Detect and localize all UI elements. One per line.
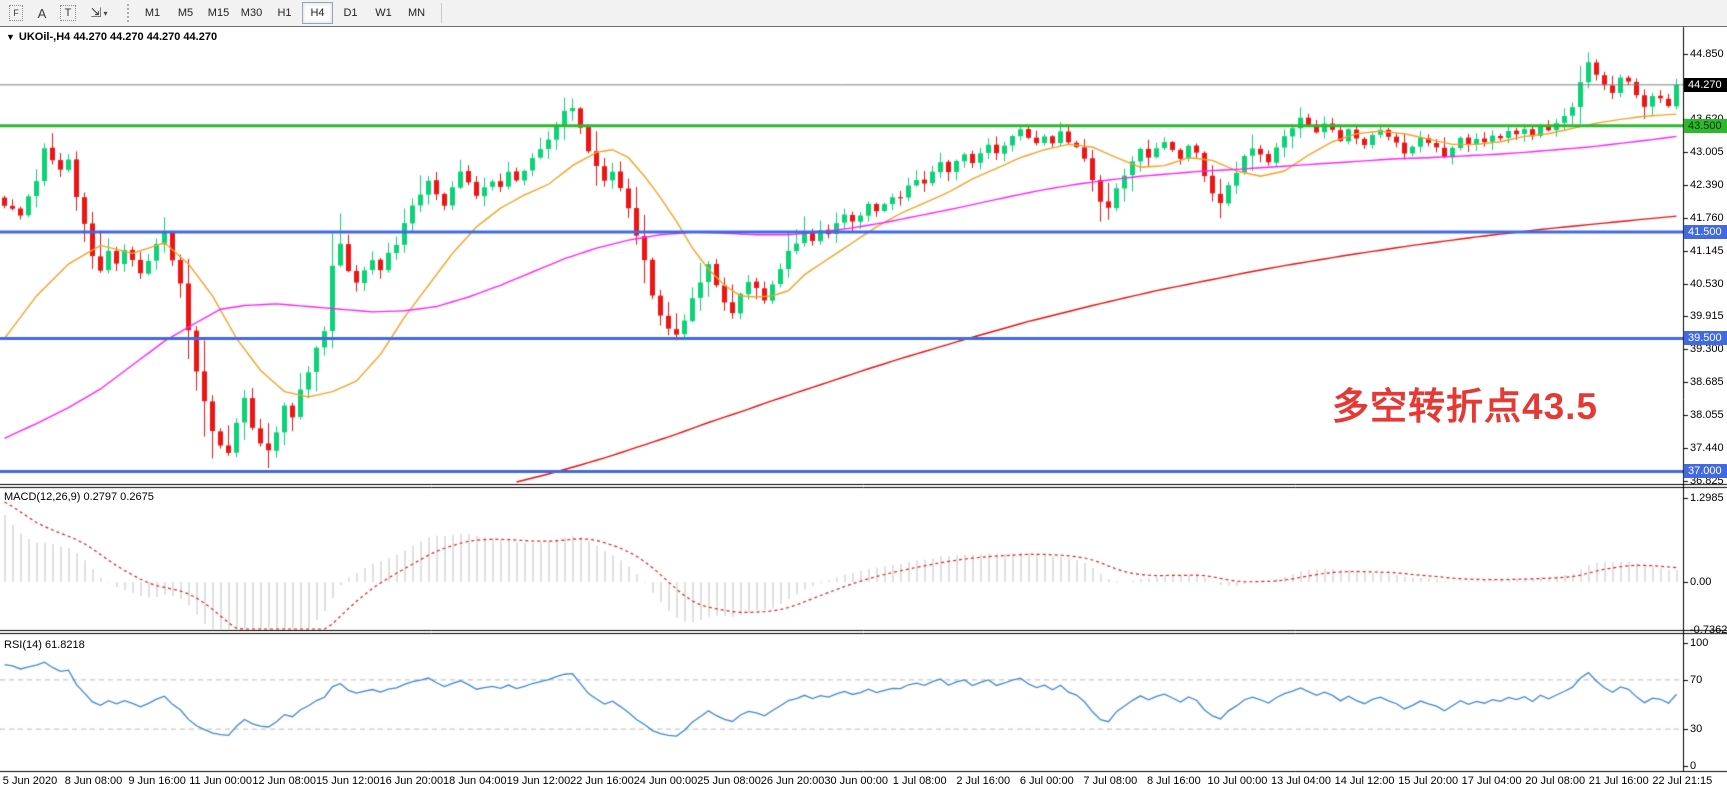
time-tick-label: 8 Jun 08:00 [64, 775, 123, 787]
price-tick-label: 41.145 [1690, 244, 1724, 257]
time-tick-label: 9 Jun 16:00 [128, 775, 186, 787]
time-tick-label: 7 Jul 08:00 [1083, 775, 1138, 787]
macd-tick-label: -0.7362 [1690, 623, 1727, 636]
price-tick-label: 40.530 [1690, 277, 1724, 290]
symbol-header[interactable]: ▼ UKOil-,H4 44.270 44.270 44.270 44.270 [6, 31, 217, 43]
time-tick-label: 19 Jun 12:00 [506, 775, 571, 787]
macd-indicator-label: MACD(12,26,9) 0.2797 0.2675 [4, 491, 154, 503]
price-badge-37.000: 37.000 [1684, 464, 1727, 479]
symbol-quote-text: UKOil-,H4 44.270 44.270 44.270 44.270 [18, 31, 218, 43]
time-tick-label: 21 Jul 16:00 [1588, 775, 1649, 787]
price-tick-label: 39.300 [1690, 343, 1724, 356]
price-tick-label: 44.850 [1690, 48, 1724, 60]
rsi-tick-label: 0 [1690, 760, 1697, 772]
time-tick-label: 16 Jun 20:00 [379, 775, 444, 787]
price-tick-label: 41.760 [1690, 212, 1724, 225]
time-tick-label: 30 Jun 00:00 [824, 775, 888, 787]
time-tick-label: 10 Jul 00:00 [1207, 775, 1268, 787]
time-tick-label: 22 Jun 16:00 [570, 775, 634, 787]
price-tick-label: 42.390 [1690, 178, 1724, 191]
time-tick-label: 5 Jun 2020 [2, 775, 58, 787]
time-tick-label: 8 Jul 16:00 [1146, 775, 1201, 787]
rsi-tick-label: 100 [1690, 637, 1709, 649]
macd-tick-label: 0.00 [1690, 576, 1712, 588]
time-tick-label: 15 Jul 20:00 [1398, 775, 1459, 787]
time-tick-label: 1 Jul 08:00 [892, 775, 947, 787]
rsi-tick-label: 70 [1690, 673, 1703, 686]
price-badge-44.270: 44.270 [1684, 77, 1727, 92]
time-tick-label: 25 Jun 08:00 [697, 775, 761, 787]
time-tick-label: 14 Jul 12:00 [1334, 775, 1395, 787]
price-tick-label: 38.055 [1690, 409, 1724, 422]
macd-tick-label: 1.2985 [1690, 491, 1724, 504]
time-tick-label: 18 Jun 04:00 [443, 775, 507, 787]
time-tick-label: 22 Jul 21:15 [1652, 775, 1713, 787]
price-badge-43.500: 43.500 [1684, 118, 1727, 133]
price-badge-39.500: 39.500 [1684, 331, 1727, 346]
price-tick-label: 43.005 [1690, 146, 1724, 159]
price-badge-41.500: 41.500 [1684, 225, 1727, 240]
time-tick-label: 13 Jul 04:00 [1271, 775, 1331, 787]
annotation-text: 多空转折点43.5 [1332, 386, 1599, 427]
price-tick-label: 39.915 [1690, 310, 1724, 323]
time-tick-label: 15 Jun 12:00 [315, 775, 380, 787]
price-tick-label: 38.685 [1690, 375, 1724, 388]
time-tick-label: 24 Jun 00:00 [633, 775, 698, 787]
time-tick-label: 17 Jul 04:00 [1461, 775, 1522, 787]
time-tick-label: 12 Jun 08:00 [252, 775, 316, 787]
rsi-tick-label: 30 [1690, 723, 1703, 736]
price-tick-label: 37.440 [1690, 441, 1724, 454]
time-tick-label: 6 Jul 00:00 [1019, 775, 1074, 787]
time-tick-label: 20 Jul 08:00 [1525, 775, 1586, 787]
symbol-dropdown-icon[interactable]: ▼ [6, 32, 15, 42]
time-tick-label: 11 Jun 00:00 [189, 775, 253, 787]
rsi-indicator-label: RSI(14) 61.8218 [4, 639, 85, 651]
time-tick-label: 2 Jul 16:00 [956, 775, 1011, 787]
time-tick-label: 26 Jun 20:00 [760, 775, 825, 787]
